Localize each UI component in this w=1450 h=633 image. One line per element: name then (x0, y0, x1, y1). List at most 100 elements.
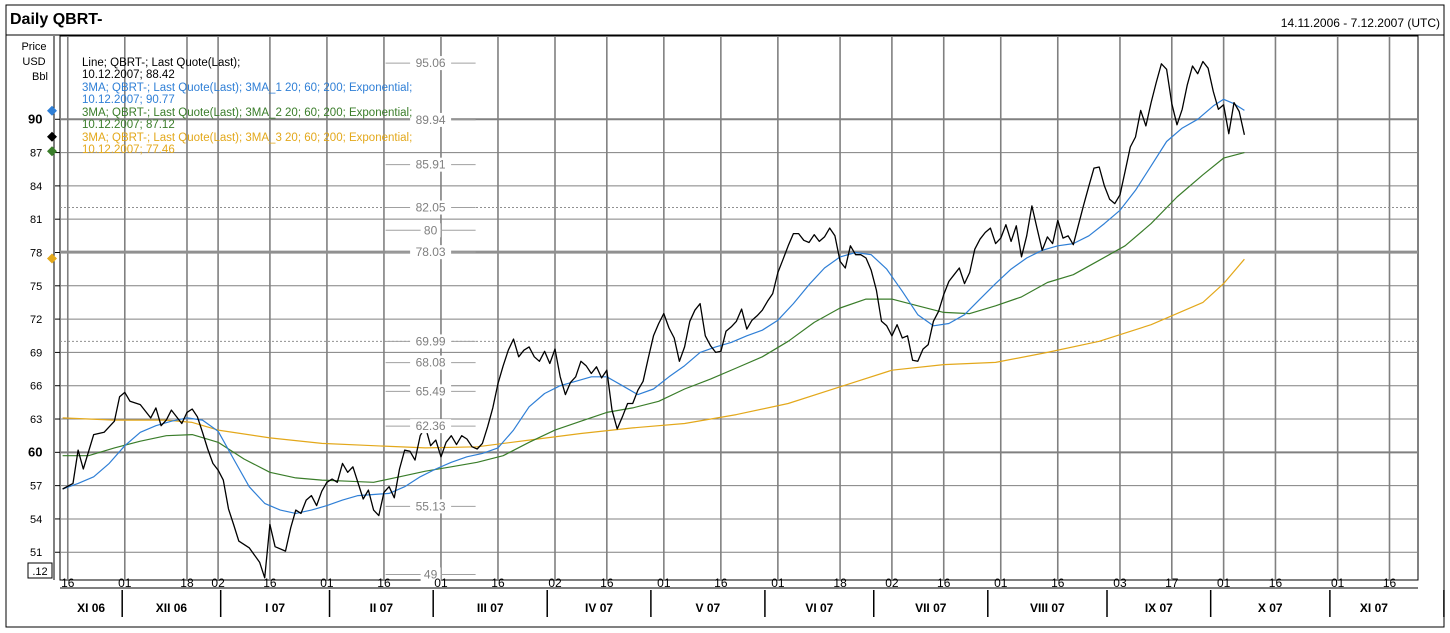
y-tick-label: 63 (30, 414, 42, 426)
x-day-label: 18 (833, 576, 847, 590)
annotation-label: 68.08 (416, 356, 446, 370)
legend-line-1: 3MA; QBRT-; Last Quote(Last); 3MA_1 20; … (82, 82, 412, 94)
last-value-marker (47, 131, 57, 142)
x-day-label: 16 (1269, 576, 1283, 590)
annotation-label: 89.94 (416, 113, 446, 127)
legend-line-1: 3MA; QBRT-; Last Quote(Last); 3MA_2 20; … (82, 107, 412, 119)
annotation-bg (420, 567, 441, 582)
x-month-label: IV 07 (585, 601, 613, 615)
annotation-bg (410, 334, 452, 349)
x-day-label: 16 (1383, 576, 1397, 590)
x-day-label: 16 (937, 576, 951, 590)
legend: Line; QBRT-; Last Quote(Last);10.12.2007… (82, 57, 412, 156)
legend-line-2: 10.12.2007; 87.12 (82, 119, 175, 131)
annotation-bg (410, 56, 452, 71)
annotation-label: 65.49 (416, 384, 446, 398)
x-day-label: 01 (657, 576, 671, 590)
annotation-label: 80 (424, 223, 438, 237)
x-day-label: 01 (434, 576, 448, 590)
last-value-marker (47, 105, 57, 116)
x-month-label: XI 07 (1360, 601, 1388, 615)
y-tick-label: 78 (30, 247, 42, 259)
x-day-label: 16 (263, 576, 277, 590)
x-day-label: 01 (320, 576, 334, 590)
x-month-label: IX 07 (1145, 601, 1173, 615)
y-tick-label: 54 (30, 514, 42, 526)
y-tick-label: 69 (30, 347, 42, 359)
last-value-marker (47, 146, 57, 157)
x-day-label: 01 (1331, 576, 1345, 590)
y-tick-label: 66 (30, 381, 42, 393)
last-value-markers (47, 105, 57, 264)
series-line-ma20 (62, 98, 1245, 514)
legend-line-2: 10.12.2007; 88.42 (82, 69, 175, 81)
annotation-label: 95.06 (416, 56, 446, 70)
x-day-label: 02 (211, 576, 225, 590)
x-month-label: XI 06 (77, 601, 105, 615)
x-day-label: 01 (1217, 576, 1231, 590)
x-day-label: 03 (1113, 576, 1127, 590)
annotation-bg (420, 223, 441, 238)
y-tick-label: 51 (30, 547, 42, 559)
annotation-bg (410, 419, 452, 434)
x-day-label: 16 (714, 576, 728, 590)
corner-box-label: .12 (32, 566, 47, 578)
x-day-label: 16 (377, 576, 391, 590)
x-day-label: 01 (771, 576, 785, 590)
y-tick-label: 90 (28, 111, 42, 126)
x-axis: 16 01 18 02 16 01 16 01 16 02 16 01 16 01 18 02 16 01 16 03… (60, 576, 1445, 617)
legend-line-1: Line; QBRT-; Last Quote(Last); (82, 57, 240, 69)
annotation-bg (410, 499, 452, 514)
axis-label-currency: USD (22, 56, 45, 68)
series-line-price (62, 60, 1246, 579)
chart-frame (5, 4, 1445, 628)
series-line-ma200 (62, 258, 1245, 449)
x-month-label: II 07 (370, 601, 394, 615)
annotation-label: 49 (424, 567, 438, 581)
x-month-label: VI 07 (805, 601, 833, 615)
y-tick-label: 72 (30, 314, 42, 326)
x-month-label: X 07 (1258, 601, 1283, 615)
x-day-label: 02 (548, 576, 562, 590)
legend-line-2: 10.12.2007; 77.46 (82, 144, 175, 156)
y-axis: 51 54 57 60 63 66 69 72 75 78 81 84 87 90 (28, 36, 60, 580)
annotation-label: 55.13 (416, 499, 446, 513)
y-tick-label: 57 (30, 481, 42, 493)
x-day-label: 16 (600, 576, 614, 590)
x-month-label: I 07 (265, 601, 285, 615)
series-line-ma60 (62, 152, 1245, 483)
legend-line-1: 3MA; QBRT-; Last Quote(Last); 3MA_3 20; … (82, 132, 412, 144)
last-value-marker (47, 253, 57, 264)
annotation-label: 85.91 (416, 158, 446, 172)
y-tick-label: 84 (30, 181, 42, 193)
x-day-label: 02 (885, 576, 899, 590)
corner-box (27, 562, 53, 579)
x-month-label: VII 07 (915, 601, 947, 615)
x-day-label: 01 (994, 576, 1008, 590)
axis-label-price: Price (21, 41, 46, 53)
annotation-label: 62.36 (416, 419, 446, 433)
legend-line-2: 10.12.2007; 90.77 (82, 94, 175, 106)
x-day-label: 16 (1051, 576, 1065, 590)
annotation-bg (410, 245, 452, 260)
chart-title: Daily QBRT- (10, 11, 102, 28)
x-month-label: VIII 07 (1030, 601, 1065, 615)
annotation-bg (410, 112, 452, 127)
annotation-label: 82.05 (416, 201, 446, 215)
date-range: 14.11.2006 - 7.12.2007 (UTC) (1281, 16, 1440, 30)
axis-label-unit: Bbl (32, 71, 48, 83)
x-month-label: III 07 (477, 601, 504, 615)
annotation-bg (410, 355, 452, 370)
reference-lines (60, 207, 1418, 342)
plot-area (59, 35, 1419, 581)
annotation-label: 69.99 (416, 334, 446, 348)
x-month-label: XII 06 (156, 601, 188, 615)
x-day-label: 01 (118, 576, 132, 590)
y-tick-label: 60 (28, 444, 42, 459)
x-day-label: 16 (61, 576, 75, 590)
annotation-bg (410, 384, 452, 399)
x-day-label: 18 (180, 576, 194, 590)
x-day-label: 17 (1165, 576, 1179, 590)
